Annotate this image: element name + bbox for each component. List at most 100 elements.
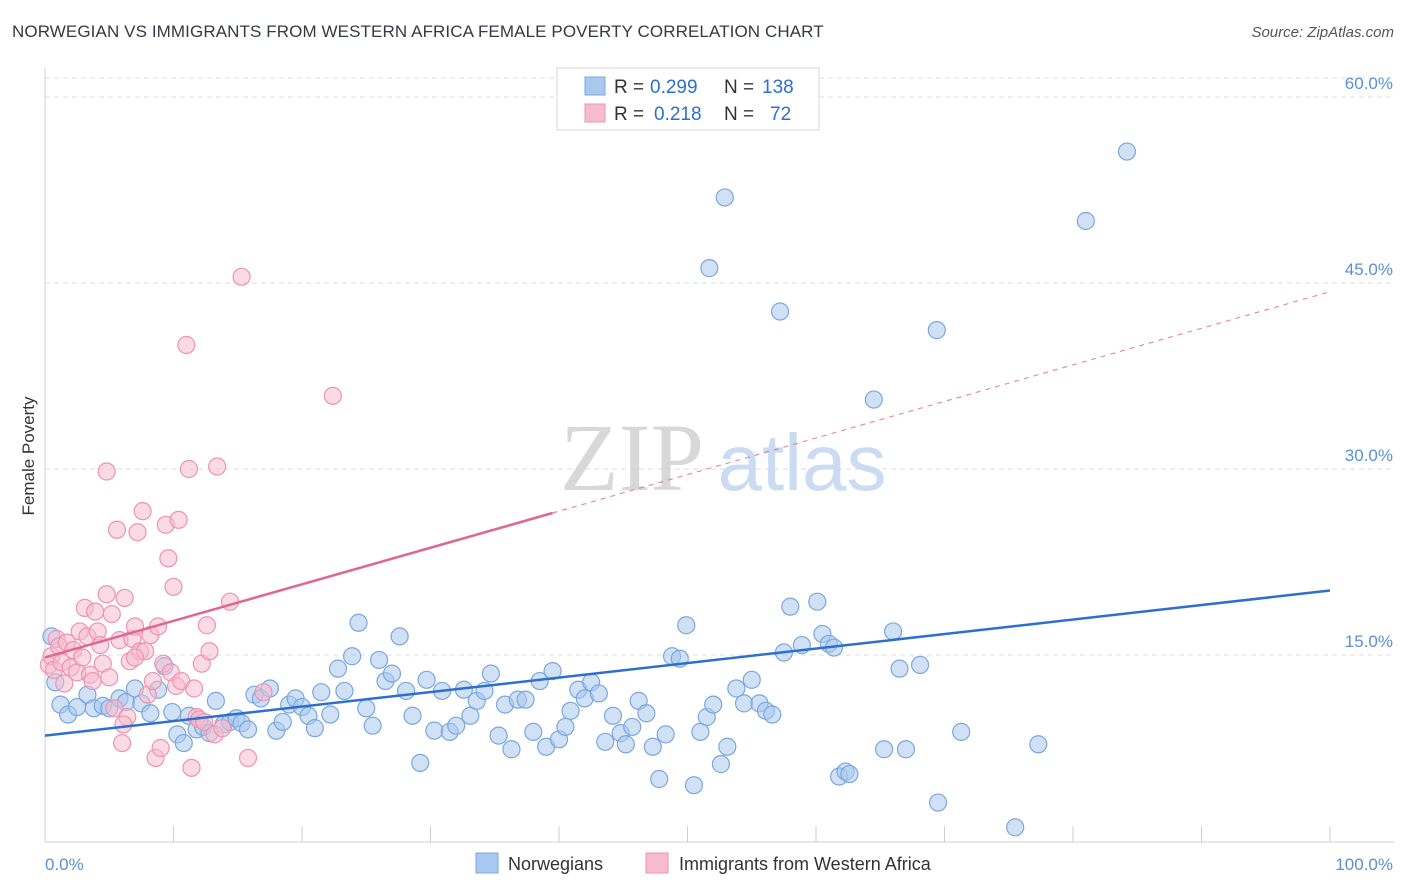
source-label: Source: ZipAtlas.com bbox=[1251, 24, 1394, 41]
point-norwegian bbox=[718, 737, 737, 756]
point-norwegian bbox=[715, 188, 734, 207]
point-norwegian bbox=[781, 597, 800, 616]
point-norwegian bbox=[637, 704, 656, 723]
point-norwegian bbox=[543, 662, 562, 681]
point-immigrant bbox=[323, 386, 342, 405]
point-norwegian bbox=[163, 702, 182, 722]
legend-n-label: N = bbox=[724, 104, 754, 125]
point-norwegian bbox=[684, 776, 704, 795]
point-norwegian bbox=[896, 740, 916, 759]
point-immigrant bbox=[151, 738, 170, 758]
point-norwegian bbox=[238, 720, 258, 739]
legend-n-label: N = bbox=[724, 77, 754, 98]
y-tick-label: 30.0% bbox=[1345, 446, 1393, 465]
trend-line-immigrants bbox=[44, 511, 553, 659]
point-norwegian bbox=[206, 691, 226, 710]
point-norwegian bbox=[447, 716, 466, 735]
point-norwegian bbox=[890, 659, 909, 678]
point-immigrant bbox=[238, 748, 258, 768]
point-immigrant bbox=[232, 267, 251, 286]
x-tick-label-max: 100.0% bbox=[1335, 855, 1393, 874]
point-immigrant bbox=[55, 674, 74, 693]
legend-swatch-norwegians bbox=[475, 852, 499, 874]
point-norwegian bbox=[770, 302, 790, 321]
point-immigrant bbox=[184, 679, 204, 698]
point-immigrant bbox=[169, 510, 188, 529]
point-norwegian bbox=[516, 690, 535, 709]
point-norwegian bbox=[396, 681, 416, 701]
chart-title: NORWEGIAN VS IMMIGRANTS FROM WESTERN AFR… bbox=[12, 22, 824, 41]
axes bbox=[44, 68, 1394, 843]
watermark-zip: ZIP bbox=[560, 404, 704, 511]
point-immigrant bbox=[213, 719, 232, 738]
point-norwegian bbox=[489, 726, 508, 745]
point-immigrant bbox=[177, 335, 196, 355]
point-norwegian bbox=[727, 679, 746, 698]
series-norwegians bbox=[42, 142, 1137, 837]
point-immigrant bbox=[115, 588, 134, 608]
point-immigrant bbox=[143, 671, 163, 691]
point-norwegian bbox=[556, 717, 575, 737]
point-norwegian bbox=[734, 694, 754, 713]
point-norwegian bbox=[305, 719, 324, 738]
point-norwegian bbox=[382, 664, 402, 683]
legend-r-value-blue: 0.299 bbox=[650, 77, 698, 98]
point-immigrant bbox=[102, 604, 121, 624]
point-immigrant bbox=[197, 616, 217, 635]
point-norwegian bbox=[763, 705, 782, 724]
point-norwegian bbox=[1076, 211, 1095, 231]
watermark: ZIP atlas bbox=[560, 404, 886, 511]
point-norwegian bbox=[650, 769, 669, 789]
point-immigrant bbox=[133, 502, 152, 521]
point-norwegian bbox=[174, 733, 193, 753]
point-norwegian bbox=[711, 755, 731, 774]
point-norwegian bbox=[589, 684, 608, 703]
legend-r-label: R = bbox=[614, 104, 644, 125]
point-norwegian bbox=[524, 722, 543, 741]
point-immigrant bbox=[125, 648, 145, 667]
point-norwegian bbox=[561, 701, 580, 720]
point-norwegian bbox=[883, 622, 903, 641]
point-norwegian bbox=[603, 706, 623, 725]
point-norwegian bbox=[343, 647, 362, 666]
point-immigrant bbox=[112, 733, 132, 753]
point-norwegian bbox=[370, 650, 389, 670]
point-immigrant bbox=[208, 457, 227, 476]
point-immigrant bbox=[100, 668, 119, 687]
y-axis-label: Female Poverty bbox=[19, 396, 38, 516]
point-norwegian bbox=[390, 627, 409, 646]
point-norwegian bbox=[273, 712, 292, 732]
point-norwegian bbox=[1029, 735, 1048, 754]
legend-swatch-blue bbox=[584, 76, 606, 96]
point-norwegian bbox=[596, 732, 615, 751]
point-norwegian bbox=[1117, 142, 1137, 161]
point-norwegian bbox=[502, 740, 521, 759]
series-legend: Norwegians Immigrants from Western Afric… bbox=[475, 852, 932, 874]
legend-n-value-pink: 72 bbox=[770, 104, 791, 125]
point-norwegian bbox=[700, 259, 719, 278]
point-norwegian bbox=[411, 753, 430, 772]
point-norwegian bbox=[840, 764, 859, 784]
legend-r-value-pink: 0.218 bbox=[654, 104, 702, 125]
point-immigrant bbox=[254, 683, 273, 702]
trend-line-immigrants-projection bbox=[552, 291, 1331, 514]
y-tick-label: 60.0% bbox=[1345, 74, 1393, 93]
point-norwegian bbox=[742, 670, 761, 689]
point-norwegian bbox=[357, 699, 376, 718]
legend-label-norwegians: Norwegians bbox=[508, 854, 603, 874]
point-immigrant bbox=[114, 715, 133, 734]
point-immigrant bbox=[86, 602, 105, 621]
tick-labels: 15.0% 30.0% 45.0% 60.0% 0.0% 100.0% bbox=[45, 74, 1393, 874]
point-norwegian bbox=[704, 695, 723, 714]
point-norwegian bbox=[808, 592, 827, 611]
point-norwegian bbox=[328, 659, 348, 678]
point-norwegian bbox=[875, 740, 894, 759]
point-norwegian bbox=[403, 706, 422, 725]
y-tick-label: 15.0% bbox=[1345, 632, 1393, 651]
point-immigrant bbox=[83, 671, 102, 691]
point-immigrant bbox=[97, 462, 116, 481]
point-immigrant bbox=[200, 642, 219, 661]
legend-n-value-blue: 138 bbox=[762, 77, 794, 98]
legend-r-label: R = bbox=[614, 77, 644, 98]
